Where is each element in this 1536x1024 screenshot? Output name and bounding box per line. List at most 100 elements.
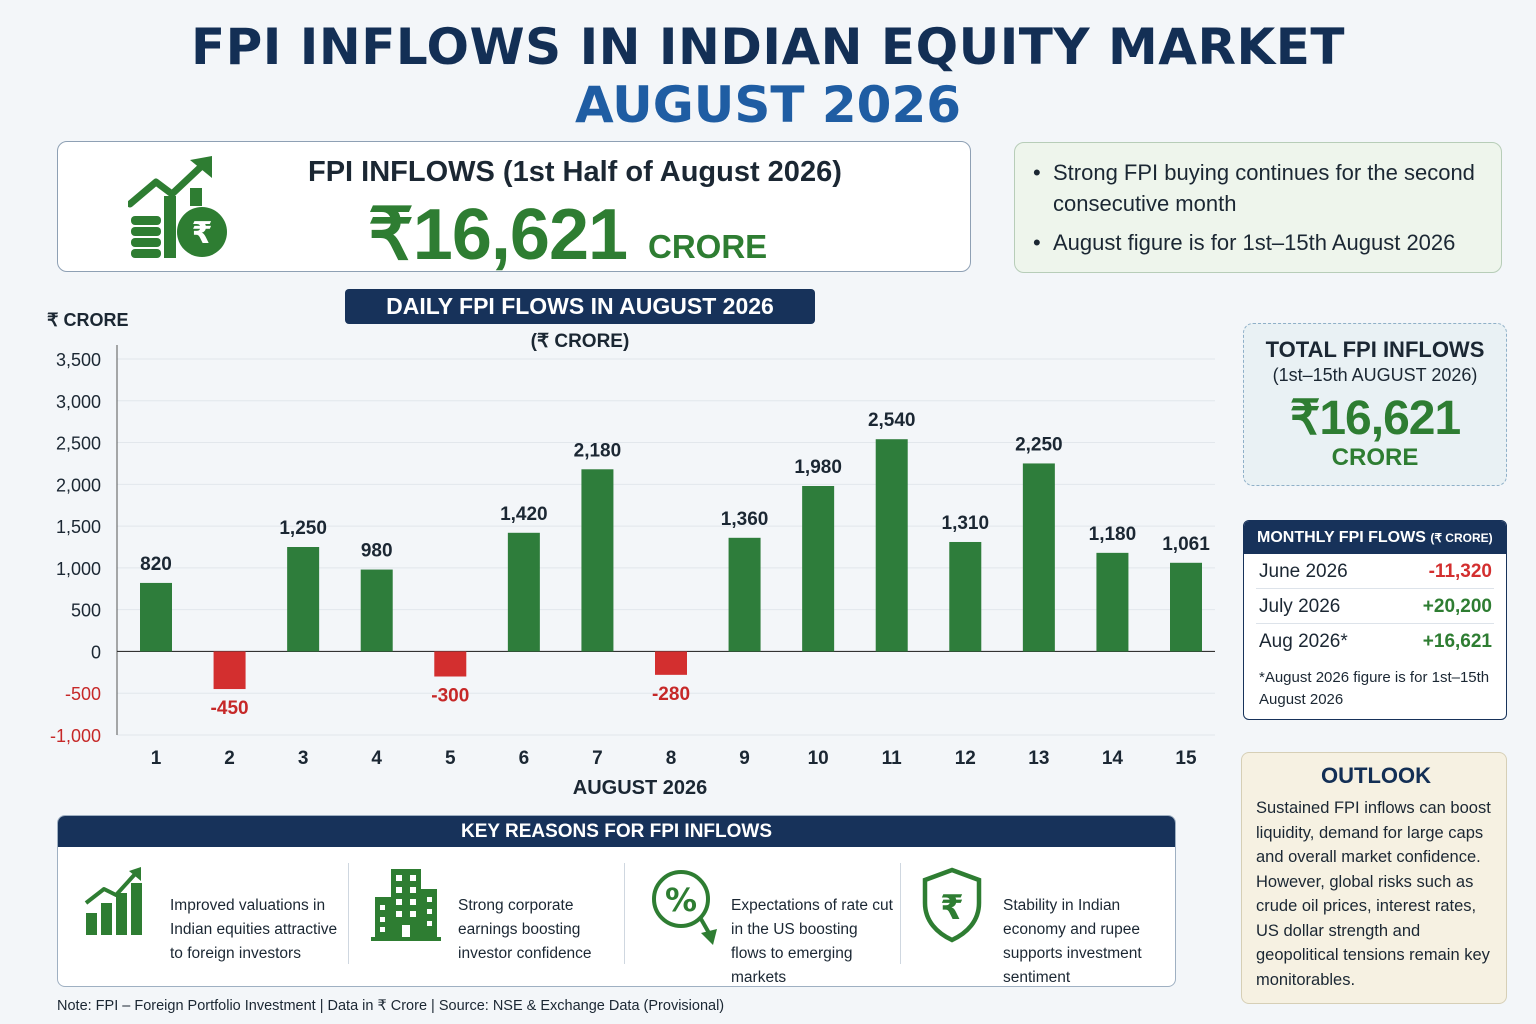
data-label: 2,180 [574,440,622,461]
data-label: 1,180 [1089,524,1137,545]
row-value: -11,320 [1428,561,1492,582]
total-inflows-card: TOTAL FPI INFLOWS (1st–15th AUGUST 2026)… [1243,323,1507,486]
page-subtitle: AUGUST 2026 [574,76,962,134]
bar [655,651,687,675]
hero-card: ₹ FPI INFLOWS (1st Half of August 2026) … [57,141,971,275]
reason-text: Expectations of rate cut in the US boost… [731,897,893,986]
data-label: 1,310 [942,513,990,534]
bar [1096,552,1129,652]
row-value: +20,200 [1422,596,1492,617]
reason-item: Improved valuations in Indian equities a… [58,847,348,986]
y-tick-label: 2,500 [56,434,101,454]
bar [213,651,246,690]
y-tick-label: 1,500 [56,517,101,537]
table-row: July 2026 +20,200 [1256,589,1494,624]
data-label: -280 [652,684,690,705]
svg-text:₹: ₹ [940,888,964,928]
table-row: June 2026 -11,320 [1256,554,1494,589]
daily-flows-chart: 3,500 3,000 2,500 2,000 1,500 1,000 500 0 -500 -1… [50,345,1215,799]
reason-item: % Expectations of rate cut in the US boo… [625,847,900,986]
monthly-flows-table: MONTHLY FPI FLOWS (₹ CRORE) June 2026 -11… [1243,520,1507,720]
data-label: 2,250 [1015,434,1063,455]
x-tick-label: 15 [1175,748,1197,769]
total-period: (1st–15th AUGUST 2026) [1272,365,1478,385]
x-tick-label: 12 [955,748,976,769]
bar [875,439,908,652]
reason-text: Stability in Indian economy and rupee su… [1003,897,1142,986]
data-label: 820 [140,554,172,575]
x-tick-label: 5 [445,748,456,769]
total-value: ₹16,621 [1289,392,1461,445]
y-tick-label: -500 [65,684,101,704]
x-tick-label: 1 [151,748,162,769]
outlook-body: Sustained FPI inflows can boost liquidit… [1256,799,1491,989]
y-axis-label: ₹ CRORE [47,310,129,330]
data-label: 1,360 [721,509,769,530]
bar [949,541,982,652]
x-tick-label: 10 [808,748,829,769]
bar [802,486,835,652]
x-tick-label: 3 [298,748,309,769]
row-month: June 2026 [1259,561,1348,582]
note-item: Strong FPI buying continues for the seco… [1033,157,1483,219]
x-tick-label: 14 [1102,748,1124,769]
monthly-header-unit: (₹ CRORE) [1430,531,1493,545]
reasons-title: KEY REASONS FOR FPI INFLOWS [58,816,1175,847]
divider [348,863,349,964]
chart-title: DAILY FPI FLOWS IN AUGUST 2026 [345,289,815,324]
monthly-footnote: *August 2026 figure is for 1st–15th Augu… [1259,669,1490,708]
y-tick-label: 0 [91,642,101,662]
bar-growth-icon [84,867,142,935]
data-label: 1,420 [500,504,548,525]
data-label: -300 [431,686,469,707]
outlook-card: OUTLOOK Sustained FPI inflows can boost … [1241,752,1507,1004]
hero-value: ₹16,621 [368,195,628,275]
data-label: 1,061 [1162,534,1210,555]
monthly-header: MONTHLY FPI FLOWS (₹ CRORE) [1244,521,1506,554]
x-tick-label: 7 [592,748,603,769]
bar [287,547,320,652]
chart-subtitle: (₹ CRORE) [530,331,630,352]
rupee-shield-icon: ₹ [922,867,982,943]
hero-unit: CRORE [648,228,768,265]
bar [581,469,614,652]
reason-item: ₹ Stability in Indian economy and rupee … [901,847,1175,986]
bar [140,582,172,652]
divider [624,863,625,964]
row-month: July 2026 [1259,596,1341,617]
x-tick-label: 4 [371,748,382,769]
total-title: TOTAL FPI INFLOWS [1265,337,1485,362]
row-month: Aug 2026* [1259,631,1348,652]
data-label: -450 [211,698,249,719]
bar [1022,463,1055,652]
total-unit: CRORE [1331,444,1419,471]
reason-item: Strong corporate earnings boosting inves… [349,847,624,986]
y-tick-label: 3,500 [56,350,101,370]
x-tick-label: 13 [1028,748,1049,769]
svg-text:%: % [665,881,697,919]
table-row: Aug 2026* +16,621 [1256,624,1494,659]
data-label: 2,540 [868,410,916,431]
y-tick-label: 2,000 [56,475,101,495]
x-tick-label: 9 [739,748,750,769]
svg-text:₹: ₹ [192,216,213,251]
divider [900,863,901,964]
x-tick-label: 8 [666,748,677,769]
y-tick-label: 500 [71,601,101,621]
data-label: 1,980 [794,457,842,478]
reason-text: Strong corporate earnings boosting inves… [458,897,592,962]
y-tick-label: 1,000 [56,559,101,579]
x-tick-label: 2 [224,748,235,769]
percent-down-icon: % [652,870,717,945]
bar [728,537,761,652]
data-label: 1,250 [279,518,327,539]
key-reasons-panel: KEY REASONS FOR FPI INFLOWS Improved val… [57,815,1176,987]
hero-heading: FPI INFLOWS (1st Half of August 2026) [308,156,842,188]
footer-note: Note: FPI – Foreign Portfolio Investment… [57,998,725,1014]
reason-text: Improved valuations in Indian equities a… [170,897,338,962]
growth-coins-rupee-icon: ₹ [128,156,227,258]
bar [434,651,467,677]
x-tick-label: 6 [519,748,530,769]
bar [507,532,540,652]
row-value: +16,621 [1422,631,1492,652]
